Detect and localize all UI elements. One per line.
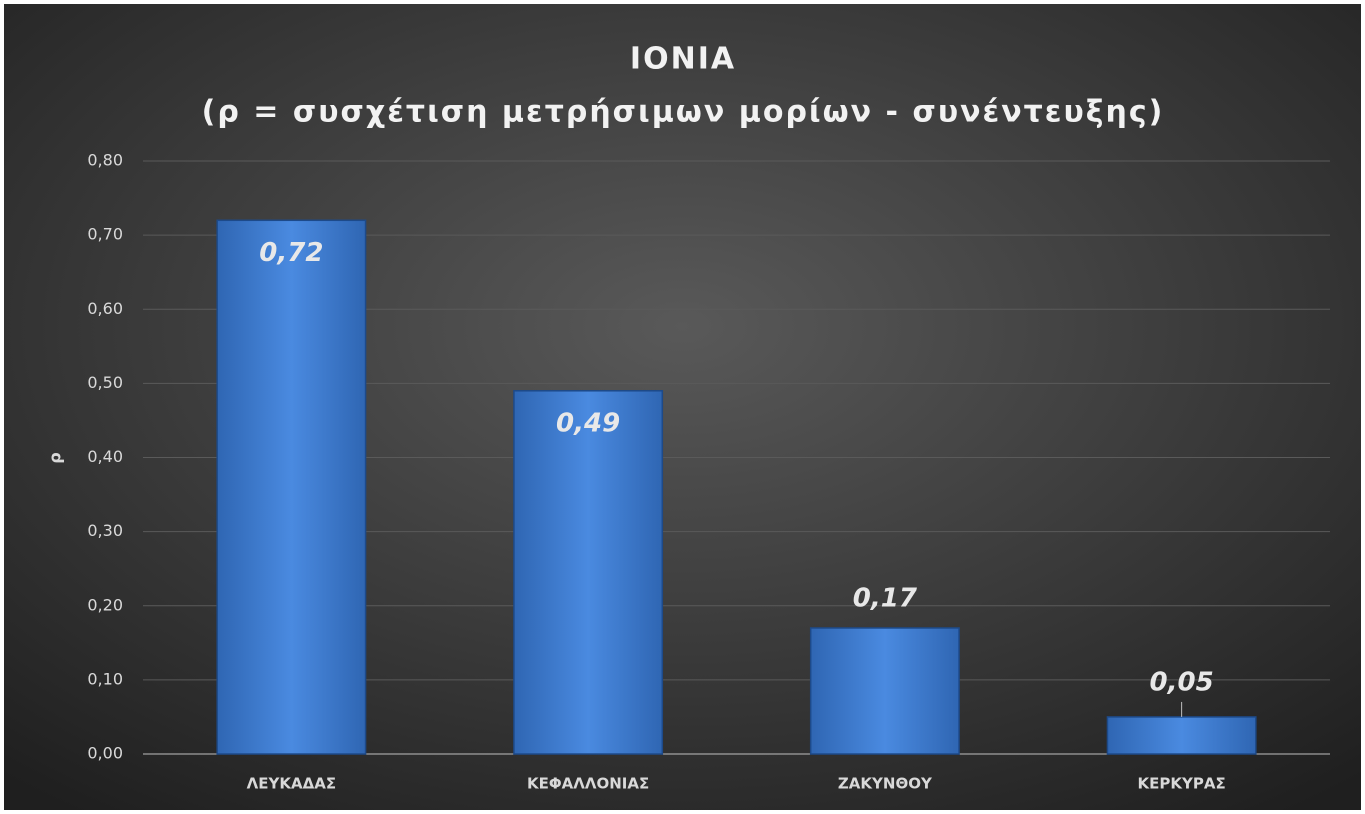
x-tick-label: ΖΑΚΥΝΘΟΥ: [838, 775, 933, 793]
x-tick-label: ΚΕΦΑΛΛΟΝΙΑΣ: [527, 775, 649, 793]
bar: [1106, 716, 1257, 755]
bar: [216, 219, 367, 755]
y-tick-label: 0,20: [87, 595, 123, 614]
value-label: 0,05: [1150, 667, 1214, 697]
y-tick-label: 0,30: [87, 521, 123, 540]
bar: [513, 390, 664, 755]
value-label: 0,49: [556, 408, 620, 438]
y-tick-label: 0,60: [87, 299, 123, 318]
x-tick-label: ΚΕΡΚΥΡΑΣ: [1138, 775, 1226, 793]
x-tick-label: ΛΕΥΚΑΔΑΣ: [247, 775, 336, 793]
y-tick-label: 0,80: [87, 151, 123, 170]
value-label: 0,72: [259, 238, 323, 268]
y-tick-label: 0,70: [87, 225, 123, 244]
value-label: 0,17: [853, 583, 918, 613]
bar: [809, 627, 960, 755]
y-tick-label: 0,40: [87, 447, 123, 466]
y-tick-label: 0,10: [87, 669, 123, 688]
chart-subtitle: (ρ = συσχέτιση μετρήσιμων μορίων - συνέν…: [202, 95, 1165, 130]
y-tick-label: 0,00: [87, 744, 123, 763]
y-axis-label: ρ: [46, 452, 65, 463]
y-tick-label: 0,50: [87, 373, 123, 392]
chart-title: IONIA: [630, 42, 736, 77]
